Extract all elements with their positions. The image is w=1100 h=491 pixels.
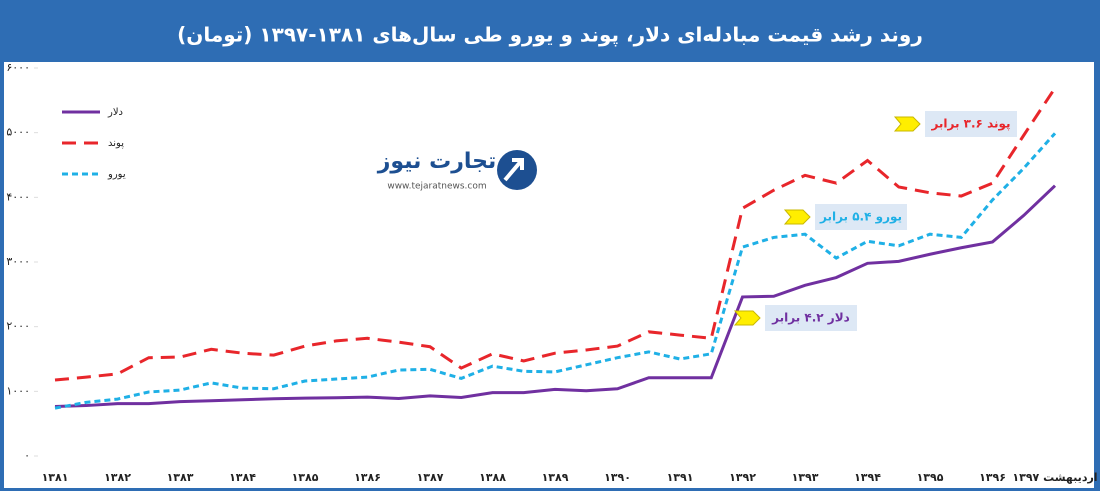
annotation: پوند ۳.۶ برابر bbox=[930, 117, 1010, 132]
legend-label: دلار bbox=[107, 107, 123, 118]
annotation-arrow bbox=[893, 116, 921, 132]
x-tick-label: ۱۳۸۴ bbox=[229, 471, 256, 484]
annotation: یورو ۵.۴ برابر bbox=[819, 210, 902, 225]
logo-url: www.tejaratnews.com bbox=[387, 182, 486, 192]
logo: تجارت نیوز www.tejaratnews.com bbox=[377, 149, 537, 192]
y-tick-label: ۰ bbox=[24, 449, 30, 462]
x-tick-label: اردیبهشت ۱۳۹۷ bbox=[1012, 471, 1097, 484]
series-line bbox=[54, 87, 1057, 382]
annotation-box bbox=[765, 305, 857, 331]
x-tick-label: ۱۳۸۱ bbox=[42, 471, 69, 484]
logo-arrow bbox=[503, 158, 524, 182]
x-tick-label: ۱۳۸۶ bbox=[354, 471, 381, 484]
x-tick-label: ۱۳۹۱ bbox=[667, 471, 694, 484]
y-tick-label: ۱۰۰۰ bbox=[6, 384, 30, 397]
x-tick-label: ۱۳۸۷ bbox=[417, 471, 444, 484]
x-tick-label: ۱۳۸۵ bbox=[292, 471, 319, 484]
annotation-arrow bbox=[733, 310, 761, 326]
annotation-box bbox=[815, 204, 907, 230]
x-tick-label: ۱۳۸۹ bbox=[542, 471, 569, 484]
logo-icon bbox=[497, 150, 537, 190]
annotation-arrow bbox=[783, 209, 811, 225]
x-tick-label: ۱۳۹۰ bbox=[604, 471, 631, 484]
x-tick-label: ۱۳۸۸ bbox=[479, 471, 506, 484]
x-tick-label: ۱۳۹۶ bbox=[979, 471, 1006, 484]
series-line bbox=[54, 184, 1057, 409]
x-tick-label: ۱۳۹۵ bbox=[917, 471, 944, 484]
y-tick-label: ۶۰۰۰ bbox=[6, 61, 30, 74]
annotation: دلار ۴.۲ برابر bbox=[771, 311, 850, 325]
y-tick-label: ۵۰۰۰ bbox=[6, 126, 30, 139]
y-tick-label: ۴۰۰۰ bbox=[6, 190, 30, 203]
x-tick-label: ۱۳۹۳ bbox=[792, 471, 819, 484]
annotation-box bbox=[925, 111, 1017, 137]
legend-label: یورو bbox=[107, 169, 126, 180]
x-tick-label: ۱۳۸۲ bbox=[104, 471, 131, 484]
legend-label: پوند bbox=[108, 138, 124, 149]
logo-name: تجارت نیوز bbox=[377, 149, 497, 174]
x-tick-label: ۱۳۹۲ bbox=[729, 471, 756, 484]
y-tick-label: ۳۰۰۰ bbox=[6, 255, 30, 268]
y-tick-label: ۲۰۰۰ bbox=[6, 320, 30, 333]
chart-title: روند رشد قیمت مبادله‌ای دلار، پوند و یور… bbox=[177, 23, 923, 48]
x-tick-label: ۱۳۸۳ bbox=[167, 471, 194, 484]
x-tick-label: ۱۳۹۴ bbox=[854, 471, 881, 484]
plot-area bbox=[4, 62, 1094, 488]
